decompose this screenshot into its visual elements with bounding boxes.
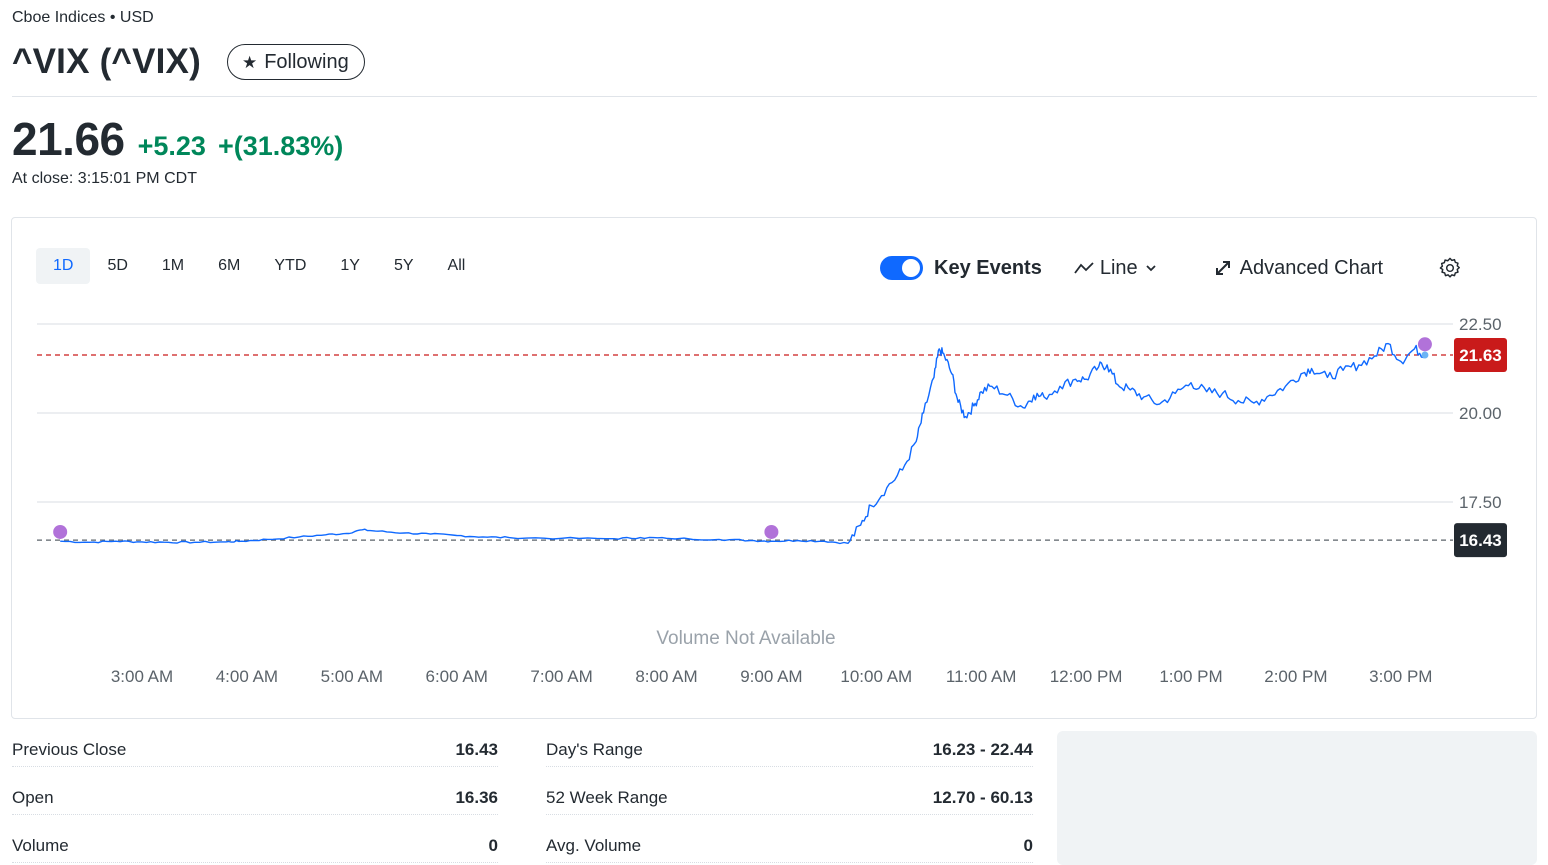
range-tab-1d[interactable]: 1D — [36, 248, 91, 284]
ticker-title: ^VIX (^VIX) — [12, 42, 201, 81]
previous-close-badge: 16.43 — [1459, 531, 1502, 550]
stat-value: 16.43 — [455, 739, 498, 759]
following-label: Following — [264, 50, 349, 73]
x-tick-label: 7:00 AM — [530, 667, 592, 686]
header-divider — [12, 96, 1537, 97]
x-tick-label: 5:00 AM — [321, 667, 383, 686]
x-tick-label: 3:00 AM — [111, 667, 173, 686]
price-series-line — [60, 342, 1426, 545]
stat-row: Day's Range 16.23 - 22.44 — [546, 733, 1033, 767]
range-tabs: 1D 5D 1M 6M YTD 1Y 5Y All — [36, 248, 482, 284]
x-tick-label: 9:00 AM — [740, 667, 802, 686]
x-tick-label: 3:00 PM — [1369, 667, 1432, 686]
range-tab-6m[interactable]: 6M — [218, 257, 241, 274]
ad-placeholder — [1057, 731, 1537, 865]
star-icon: ★ — [241, 52, 258, 72]
current-price: 21.66 — [12, 113, 125, 165]
x-tick-label: 10:00 AM — [840, 667, 912, 686]
y-tick-label: 17.50 — [1459, 493, 1502, 512]
advanced-chart-button[interactable]: Advanced Chart — [1214, 257, 1383, 280]
price-change-percent: +(31.83%) — [217, 131, 344, 161]
title-row: ^VIX (^VIX) ★ Following — [12, 42, 365, 82]
x-tick-label: 6:00 AM — [426, 667, 488, 686]
previous-close-badge-bg — [1454, 523, 1507, 558]
quote-row: 21.66 +5.23 +(31.83%) — [12, 112, 343, 166]
key-event-marker[interactable] — [764, 524, 779, 539]
x-tick-label: 11:00 AM — [946, 667, 1017, 686]
chevron-down-icon — [1146, 265, 1156, 272]
stat-row: Avg. Volume 0 — [546, 829, 1033, 863]
key-events-toggle[interactable] — [880, 256, 923, 280]
current-price-badge-bg — [1454, 337, 1507, 372]
price-change: +5.23 — [137, 131, 206, 161]
range-tab-ytd[interactable]: YTD — [274, 257, 307, 274]
y-tick-label: 20.00 — [1459, 404, 1502, 423]
stat-label: Previous Close — [12, 739, 127, 759]
chart-type-dropdown[interactable]: Line — [1074, 257, 1158, 280]
volume-not-available: Volume Not Available — [656, 628, 835, 649]
key-events-label: Key Events — [934, 256, 1042, 279]
range-tab-all[interactable]: All — [447, 257, 466, 274]
following-button[interactable]: ★ Following — [226, 44, 365, 80]
advanced-chart-label: Advanced Chart — [1239, 256, 1384, 279]
stat-value: 16.36 — [455, 787, 498, 807]
range-tab-1y[interactable]: 1Y — [340, 257, 360, 274]
exchange-label: Cboe Indices • USD — [12, 9, 154, 26]
gear-icon — [1439, 257, 1461, 278]
stat-row: Open 16.36 — [12, 781, 498, 815]
x-tick-label: 8:00 AM — [635, 667, 697, 686]
range-tab-1m[interactable]: 1M — [161, 257, 185, 274]
stat-label: Day's Range — [546, 739, 643, 759]
stat-label: Avg. Volume — [546, 835, 642, 855]
toggle-knob — [902, 259, 920, 277]
price-chart[interactable]: 22.50 20.00 17.50 3:00 AM 4:00 AM 5:00 AM 6:00… — [12, 218, 1538, 720]
chart-settings-button[interactable] — [1439, 257, 1461, 279]
chart-type-label: Line — [1099, 256, 1138, 279]
chart-card: 1D 5D 1M 6M YTD 1Y 5Y All Key Events Line Advan… — [11, 217, 1537, 719]
stat-value: 12.70 - 60.13 — [932, 787, 1033, 807]
stat-row: Previous Close 16.43 — [12, 733, 498, 767]
key-event-marker[interactable] — [1417, 337, 1432, 352]
line-chart-icon — [1074, 262, 1094, 274]
stat-value: 0 — [1023, 835, 1033, 855]
stat-label: 52 Week Range — [546, 787, 668, 807]
key-event-marker[interactable] — [53, 524, 68, 539]
last-price-point — [1421, 351, 1429, 359]
stat-value: 16.23 - 22.44 — [932, 739, 1033, 759]
x-tick-label: 1:00 PM — [1159, 667, 1222, 686]
stat-label: Open — [12, 787, 54, 807]
stat-value: 0 — [488, 835, 498, 855]
chart-tools: Key Events Line Advanced Chart — [880, 251, 1461, 285]
stat-row: 52 Week Range 12.70 - 60.13 — [546, 781, 1033, 815]
current-price-badge: 21.63 — [1459, 346, 1502, 365]
expand-icon — [1215, 261, 1230, 275]
x-tick-label: 12:00 PM — [1050, 667, 1123, 686]
x-tick-label: 2:00 PM — [1264, 667, 1327, 686]
x-tick-label: 4:00 AM — [216, 667, 278, 686]
stat-row: Volume 0 — [12, 829, 498, 863]
range-tab-5d[interactable]: 5D — [107, 257, 128, 274]
stat-label: Volume — [12, 835, 69, 855]
close-timestamp: At close: 3:15:01 PM CDT — [12, 170, 197, 187]
range-tab-5y[interactable]: 5Y — [393, 257, 414, 274]
y-tick-label: 22.50 — [1459, 315, 1502, 334]
